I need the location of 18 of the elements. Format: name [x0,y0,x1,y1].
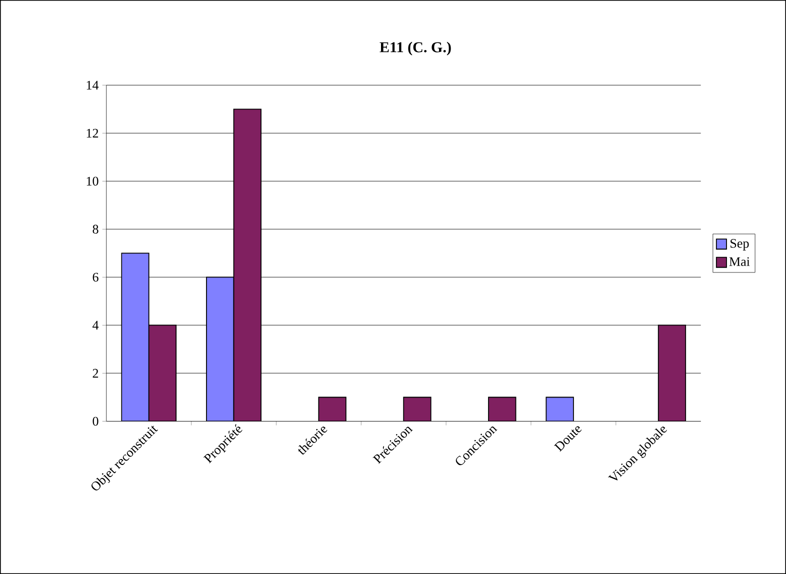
bar [233,108,262,422]
bar [488,396,516,422]
chart-title: E11 (C. G.) [380,42,451,56]
y-tick-label: 0 [92,416,98,426]
legend-label: Sep [730,238,749,250]
y-tick-label: 8 [92,224,98,234]
y-tick-label: 4 [92,320,99,330]
y-tick-label: 6 [92,272,98,282]
bar [546,396,574,422]
y-tick-label: 2 [92,368,98,378]
legend-label: Mai [729,257,750,266]
bar [148,324,177,422]
y-tick-label: 14 [86,80,99,90]
bar [403,396,432,422]
bar [318,396,346,422]
y-tick-label: 10 [86,176,98,186]
bar [658,324,686,422]
y-tick-label: 12 [86,128,98,138]
